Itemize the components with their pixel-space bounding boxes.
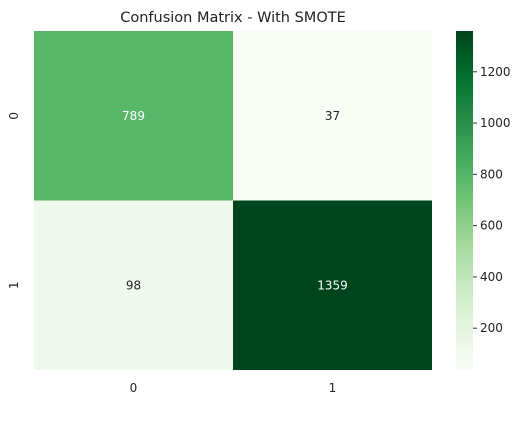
colorbar-tick-label: 1200 xyxy=(480,65,511,79)
x-tick-label: 0 xyxy=(130,381,138,395)
x-tick-label: 1 xyxy=(329,381,337,395)
y-axis-ticks: 01 xyxy=(7,112,21,289)
heatmap-cell xyxy=(34,200,233,370)
chart-title: Confusion Matrix - With SMOTE xyxy=(120,10,346,26)
colorbar-tick-label: 400 xyxy=(480,270,503,284)
y-tick-label: 1 xyxy=(7,281,21,289)
cell-value-label: 789 xyxy=(122,109,145,123)
cell-value-label: 1359 xyxy=(317,278,348,292)
cell-value-label: 98 xyxy=(126,278,141,292)
colorbar: 200 400 600 800 1000 1200 xyxy=(456,31,511,370)
colorbar-gradient xyxy=(456,31,473,370)
heatmap-cell xyxy=(233,200,432,370)
heatmap-cells: 789 37 98 1359 xyxy=(34,31,432,370)
colorbar-tick-label: 800 xyxy=(480,167,503,181)
colorbar-tick-label: 200 xyxy=(480,321,503,335)
cell-value-label: 37 xyxy=(325,109,340,123)
y-tick-label: 0 xyxy=(7,112,21,120)
heatmap-cell xyxy=(233,31,432,201)
colorbar-tick-label: 600 xyxy=(480,219,503,233)
heatmap-cell xyxy=(34,31,233,201)
colorbar-tick-label: 1000 xyxy=(480,116,511,130)
